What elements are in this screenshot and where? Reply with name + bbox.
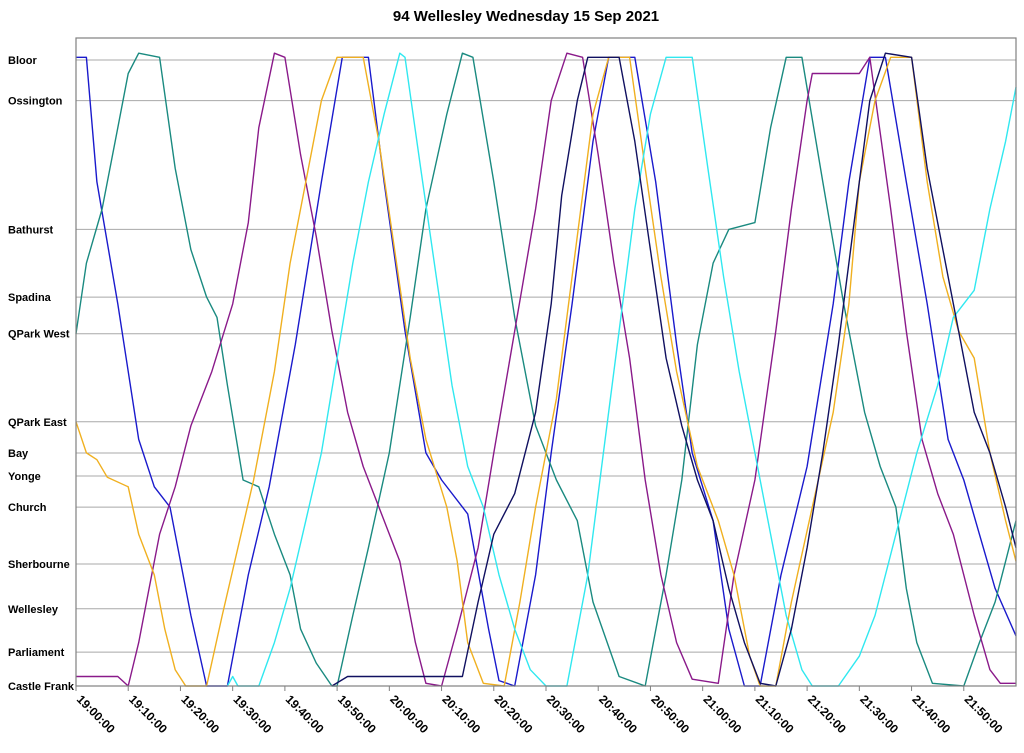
stop-label: Bathurst [8, 224, 54, 236]
x-tick-label: 19:30:00 [231, 692, 275, 736]
stop-label: QPark East [8, 417, 67, 429]
trip-line-4 [75, 56, 1017, 687]
stop-label: Ossington [8, 96, 63, 108]
x-tick-label: 20:40:00 [596, 692, 640, 736]
x-tick-label: 21:40:00 [909, 692, 953, 736]
x-tick-label: 21:30:00 [857, 692, 901, 736]
x-tick-label: 19:40:00 [283, 692, 327, 736]
stop-labels: Bloor Ossington Bathurst Spadina QPark West Q… [8, 55, 75, 693]
stop-label: Wellesley [8, 604, 59, 616]
stop-label: Yonge [8, 471, 41, 483]
trip-line-5 [226, 52, 1017, 687]
x-tick-label: 21:20:00 [805, 692, 849, 736]
stop-label: Parliament [8, 647, 65, 659]
stop-label: Church [8, 502, 47, 514]
trip-lines [75, 52, 1017, 687]
stop-label: Sherbourne [8, 559, 70, 571]
trip-line-6 [331, 52, 1017, 687]
stop-label: QPark West [8, 329, 70, 341]
x-tick-label: 21:50:00 [962, 692, 1006, 736]
x-tick-label: 20:30:00 [544, 692, 588, 736]
stop-label: Spadina [8, 292, 52, 304]
x-tick-label: 20:20:00 [492, 692, 536, 736]
time-axis: 19:00:00 19:10:00 19:20:00 19:30:00 19:40:00… [74, 686, 1006, 736]
x-tick-label: 19:10:00 [126, 692, 170, 736]
x-tick-label: 21:00:00 [701, 692, 745, 736]
stop-label: Bloor [8, 55, 37, 67]
trip-line-2 [75, 52, 1017, 687]
x-tick-label: 20:00:00 [387, 692, 431, 736]
gridlines [76, 59, 1016, 687]
x-tick-label: 19:20:00 [178, 692, 222, 736]
stop-label: Bay [8, 448, 29, 460]
x-tick-label: 20:50:00 [648, 692, 692, 736]
stop-label: Castle Frank [8, 681, 75, 693]
x-tick-label: 19:00:00 [74, 692, 118, 736]
trip-line-3 [76, 52, 1016, 687]
x-tick-label: 19:50:00 [335, 692, 379, 736]
x-tick-label: 20:10:00 [439, 692, 483, 736]
x-tick-label: 21:10:00 [753, 692, 797, 736]
trip-line-1 [76, 56, 1017, 687]
chart-title: 94 Wellesley Wednesday 15 Sep 2021 [393, 8, 659, 25]
